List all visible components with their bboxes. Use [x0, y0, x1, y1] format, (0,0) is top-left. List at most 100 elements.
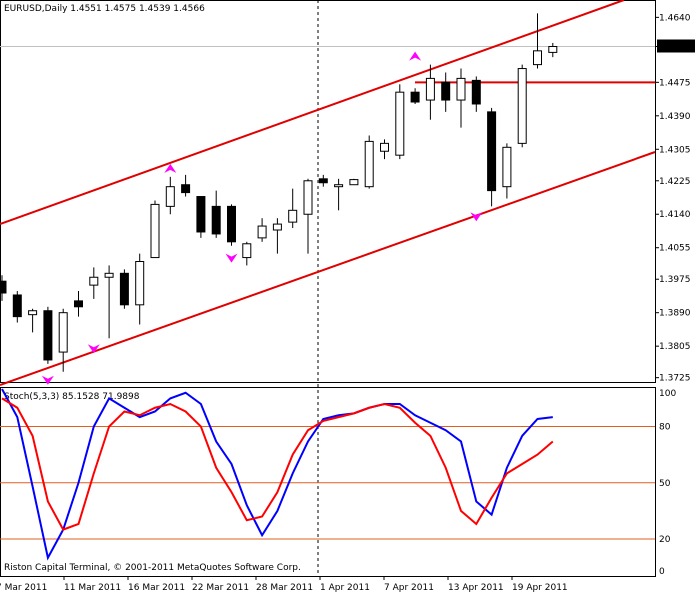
copyright-text: Riston Capital Terminal, © 2001-2011 Met…: [4, 563, 301, 573]
price-tick-label: 1.4055: [659, 244, 691, 254]
candle-body-bear: [119, 272, 129, 306]
candle: [533, 13, 542, 69]
candle-body-bull: [303, 180, 313, 215]
candle-body-bull: [395, 91, 405, 156]
candle: [257, 218, 267, 242]
candle: [58, 308, 68, 372]
date-tick-label: 16 Mar 2011: [128, 583, 185, 593]
candle-body-bull: [104, 272, 114, 278]
candle: [364, 135, 374, 189]
candle: [487, 107, 497, 207]
candle-body-bull: [89, 276, 99, 286]
stoch-main-line: [1, 388, 553, 561]
candle-body-bear: [318, 178, 328, 184]
candle: [288, 188, 298, 229]
candle-body-bear: [74, 300, 83, 308]
candle-body-bear: [471, 79, 481, 105]
date-tick-label: 19 Apr 2011: [512, 583, 568, 593]
candle: [395, 84, 405, 160]
stoch-tick-label: 20: [659, 535, 671, 545]
price-tick-label: 1.3975: [659, 275, 691, 285]
candle: [272, 218, 282, 254]
candle: [303, 178, 313, 254]
candle: [441, 72, 451, 112]
fractal-down-arrow: [225, 253, 238, 263]
candle-body-bull: [456, 77, 466, 101]
candle-body-bear: [196, 196, 206, 233]
price-tick-label: 1.4140: [659, 210, 691, 220]
candle: [104, 265, 114, 339]
fractal-down-arrow: [41, 375, 54, 385]
candle-body-bull: [349, 179, 359, 186]
fractal-down-arrow: [470, 212, 483, 222]
candle: [410, 88, 420, 104]
stoch-signal-line: [1, 397, 554, 531]
candle: [28, 308, 38, 333]
date-tick-label: 22 Mar 2011: [192, 583, 249, 593]
main-plot-frame: [0, 0, 656, 383]
date-tick-label: 1 Apr 2011: [320, 583, 370, 593]
candle-body-bull: [517, 68, 527, 144]
price-tick-label: 1.4225: [659, 177, 691, 187]
channel-lower-line: [0, 151, 656, 386]
stoch-indicator-header: Stoch(5,3,3) 85.1528 71.9898: [4, 392, 140, 402]
candle-body-bull: [548, 45, 558, 53]
candle-body-bull: [364, 140, 374, 188]
candle-body-bear: [181, 184, 191, 194]
candle: [227, 204, 236, 246]
candle: [181, 174, 191, 197]
candles-group: [0, 13, 558, 372]
fractal-down-arrow: [87, 344, 100, 354]
stoch-tick-label: 0: [659, 567, 665, 577]
candle: [135, 253, 145, 325]
candle: [349, 178, 359, 186]
candle-body-bear: [227, 205, 236, 243]
candle-body-bull: [502, 146, 512, 188]
candle: [89, 267, 99, 299]
candle-body-bull: [425, 77, 435, 101]
fractal-up-arrow: [164, 163, 177, 173]
price-tick-label: 1.4640: [659, 13, 691, 23]
candle: [425, 64, 435, 120]
date-tick-label: 28 Mar 2011: [256, 583, 313, 593]
candle: [318, 174, 328, 187]
candle-body-bull: [150, 203, 160, 259]
candle-body-bull: [28, 310, 38, 316]
candle-body-bull: [135, 261, 145, 306]
candle: [12, 291, 22, 323]
candle-body-bear: [0, 280, 7, 294]
channel-upper-line: [0, 0, 625, 225]
current-price-box: [657, 39, 695, 53]
candle-body-bull: [288, 209, 298, 223]
candle-body-bull: [165, 186, 175, 207]
candle: [380, 139, 389, 160]
candle-body-bear: [441, 81, 451, 101]
candle: [43, 306, 53, 364]
candle-body-bull: [334, 184, 344, 188]
candle-body-bear: [12, 294, 22, 318]
candle: [74, 291, 83, 317]
candle: [0, 275, 7, 301]
price-tick-label: 1.4305: [659, 145, 691, 155]
date-tick-label: 7 Apr 2011: [384, 583, 434, 593]
stoch-tick-label: 50: [659, 479, 671, 489]
candle: [334, 178, 344, 211]
candle-body-bear: [211, 205, 221, 235]
date-tick-label: 7 Mar 2011: [0, 583, 47, 593]
candle: [517, 64, 527, 148]
price-tick-label: 1.3725: [659, 374, 691, 384]
stoch-tick-label: 80: [659, 423, 671, 433]
candle: [211, 190, 221, 238]
candle-body-bull: [272, 223, 282, 231]
candle-body-bull: [257, 225, 267, 239]
candle: [456, 68, 466, 128]
candle-body-bear: [43, 310, 53, 361]
main-chart-header: EURUSD,Daily 1.4551 1.4575 1.4539 1.4566: [4, 4, 205, 14]
price-tick-label: 1.4390: [659, 112, 691, 122]
candle: [165, 176, 175, 215]
candle-body-bear: [410, 91, 420, 103]
candle-body-bull: [242, 243, 252, 259]
candle-body-bull: [380, 142, 389, 152]
candle-body-bear: [487, 111, 497, 192]
